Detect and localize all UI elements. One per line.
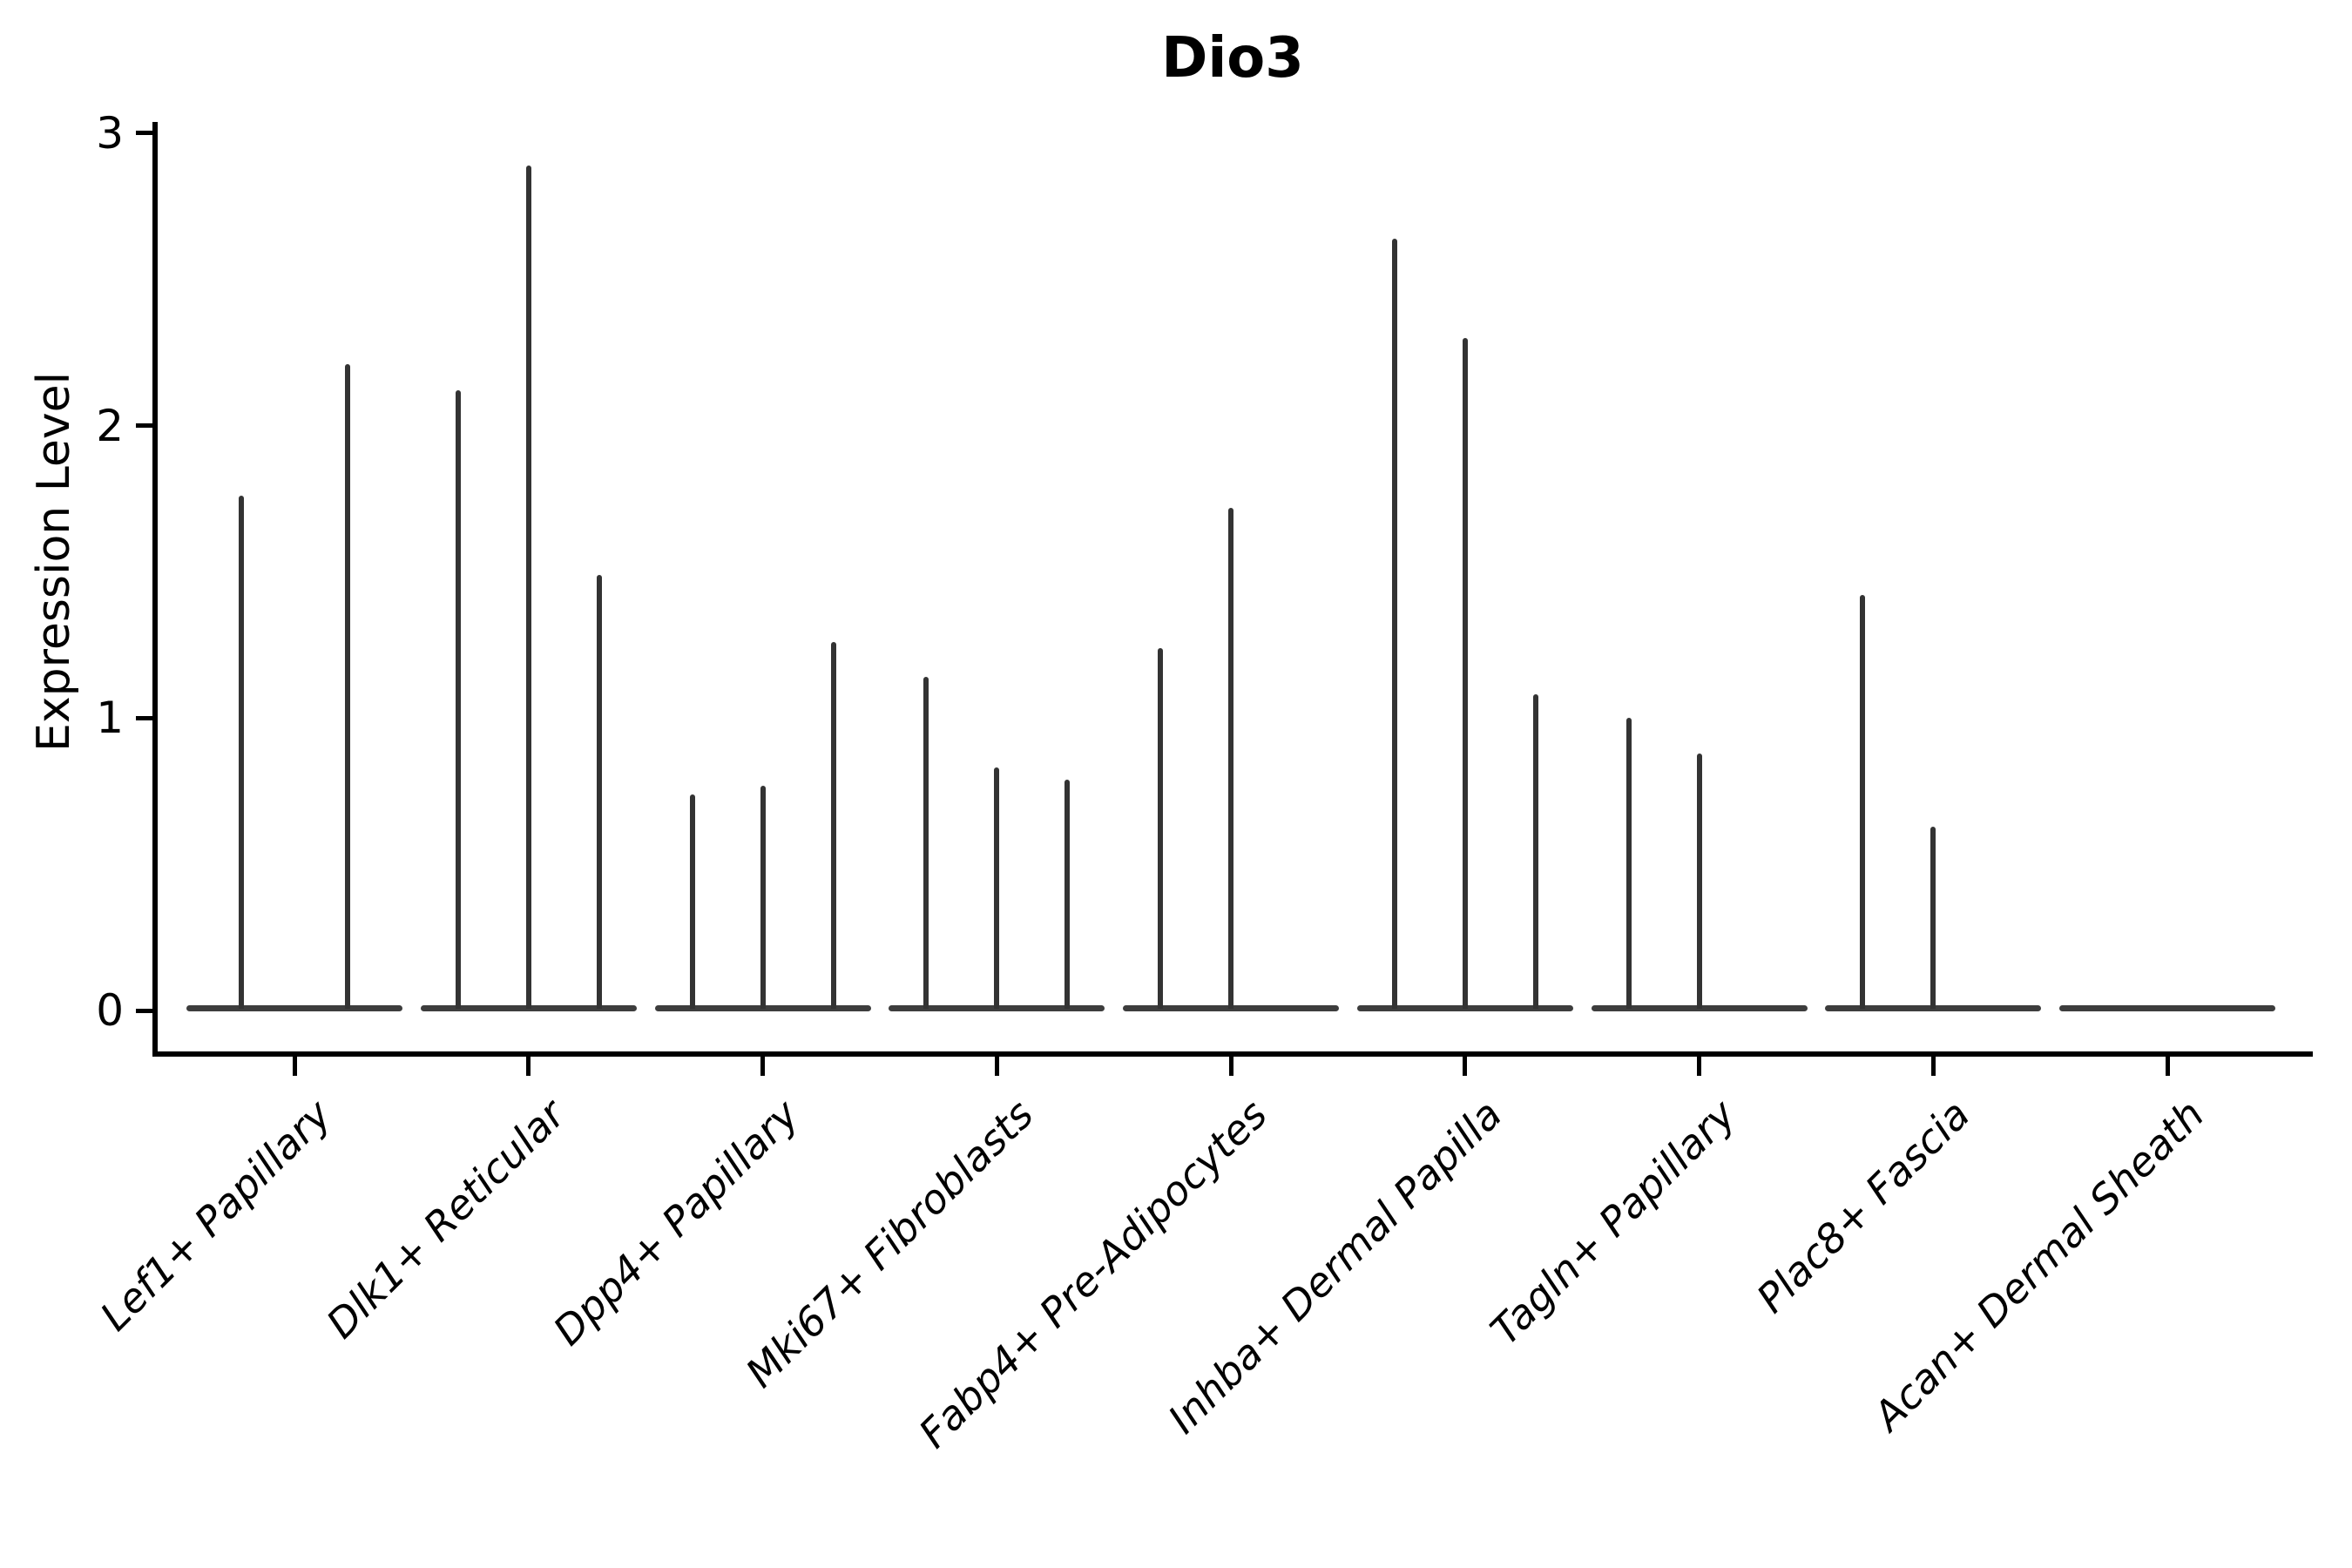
- x-tick-label: Plac8+ Fascia: [1747, 1091, 1979, 1322]
- violin-spike: [1064, 779, 1071, 1009]
- violin-spike: [1532, 694, 1538, 1009]
- x-tick: [292, 1057, 297, 1076]
- chart-title: Dio3: [1161, 26, 1304, 91]
- violin-spike: [830, 642, 836, 1009]
- violin-spike: [239, 496, 244, 1009]
- violin-spike: [1625, 718, 1632, 1009]
- x-tick-label: Dpp4+ Papillary: [544, 1091, 808, 1355]
- violin-spike: [1860, 595, 1866, 1009]
- y-axis-spine: [152, 122, 158, 1057]
- y-tick: [136, 423, 153, 429]
- violin-spike: [525, 165, 531, 1009]
- violin-spike: [1930, 826, 1936, 1009]
- x-tick: [1697, 1057, 1701, 1076]
- violin-spike: [345, 364, 350, 1009]
- violin-base: [2059, 1005, 2275, 1011]
- y-tick-label: 1: [96, 693, 124, 744]
- y-tick: [136, 715, 153, 720]
- violin-spike: [1696, 753, 1702, 1009]
- violin-spike: [923, 677, 929, 1009]
- y-tick-label: 0: [96, 985, 124, 1036]
- x-tick: [526, 1057, 531, 1076]
- x-tick: [2165, 1057, 2170, 1076]
- violin-spike: [689, 794, 695, 1009]
- violin-spike: [760, 785, 766, 1009]
- x-tick-label: Tagln+ Papillary: [1481, 1091, 1745, 1355]
- x-tick-label: Lef1+ Papillary: [91, 1091, 341, 1340]
- violin-spike: [1462, 337, 1468, 1009]
- y-tick-label: 3: [96, 107, 124, 159]
- x-tick: [1930, 1057, 1936, 1076]
- violin-spike: [1158, 647, 1163, 1009]
- violin-spike: [994, 767, 1000, 1009]
- violin-base: [186, 1005, 402, 1011]
- x-tick: [760, 1057, 765, 1076]
- x-tick-label: Dlk1+ Reticular: [317, 1091, 574, 1348]
- violin-spike: [455, 390, 461, 1009]
- violin-spike: [596, 574, 602, 1009]
- x-tick: [1463, 1057, 1468, 1076]
- y-tick: [136, 131, 153, 136]
- violin-spike: [1391, 238, 1397, 1009]
- x-tick: [1228, 1057, 1233, 1076]
- x-axis-spine: [152, 1051, 2313, 1057]
- x-tick: [994, 1057, 999, 1076]
- violin-spike: [1228, 507, 1233, 1009]
- y-tick: [136, 1008, 153, 1013]
- y-tick-label: 2: [96, 400, 124, 451]
